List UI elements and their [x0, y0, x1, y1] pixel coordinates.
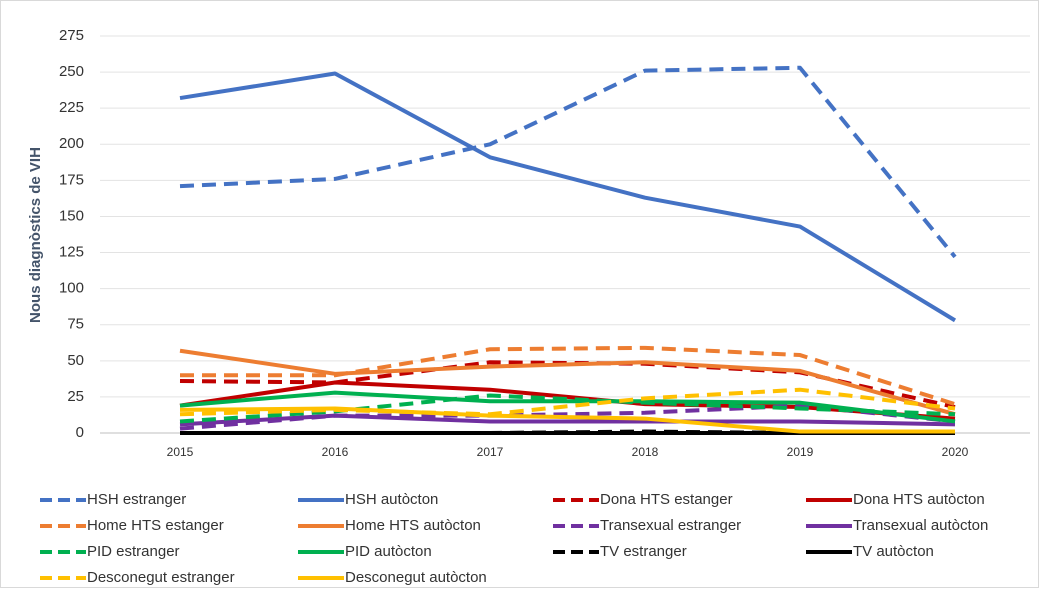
y-tick-label: 75 — [67, 316, 84, 333]
series-line — [179, 390, 956, 424]
series-line — [179, 393, 956, 424]
legend-label: TV autòcton — [853, 543, 934, 560]
y-tick-label: 150 — [59, 207, 84, 224]
y-tick-label: 25 — [67, 388, 84, 405]
legend-label: HSH estranger — [87, 491, 186, 508]
x-tick-label: 2015 — [167, 445, 194, 459]
y-tick-label: 100 — [59, 280, 84, 297]
y-tick-label: 275 — [59, 27, 84, 44]
y-tick-label: 200 — [59, 135, 84, 152]
legend-label: PID autòcton — [345, 543, 432, 560]
series-line — [179, 65, 957, 259]
series-line — [179, 413, 956, 427]
legend-label: Home HTS estanger — [87, 517, 224, 534]
series-line — [179, 71, 957, 323]
y-tick-label: 50 — [67, 352, 84, 369]
y-axis-label: Nous diagnòstics de VIH — [27, 147, 44, 323]
series-line — [179, 406, 955, 434]
y-tick-label: 125 — [59, 244, 84, 261]
y-tick-label: 250 — [59, 63, 84, 80]
legend-label: HSH autòcton — [345, 491, 438, 508]
series-line — [179, 387, 956, 417]
legend-label: PID estranger — [87, 543, 180, 560]
y-tick-label: 225 — [59, 99, 84, 116]
x-tick-label: 2018 — [632, 445, 659, 459]
x-tick-label: 2020 — [942, 445, 969, 459]
y-tick-label: 0 — [76, 424, 84, 441]
legend-label: Desconegut estranger — [87, 569, 235, 586]
series-line — [179, 348, 956, 417]
legend-label: Transexual autòcton — [853, 517, 988, 534]
legend-label: TV estranger — [600, 543, 687, 560]
legend-label: Transexual estranger — [600, 517, 741, 534]
y-tick-label: 175 — [59, 171, 84, 188]
legend-label: Dona HTS estanger — [600, 491, 733, 508]
x-tick-label: 2019 — [787, 445, 814, 459]
x-tick-label: 2017 — [477, 445, 504, 459]
legend-label: Home HTS autòcton — [345, 517, 481, 534]
legend-label: Desconegut autòcton — [345, 569, 487, 586]
legend-label: Dona HTS autòcton — [853, 491, 985, 508]
x-tick-label: 2016 — [322, 445, 349, 459]
series-line — [180, 345, 956, 407]
